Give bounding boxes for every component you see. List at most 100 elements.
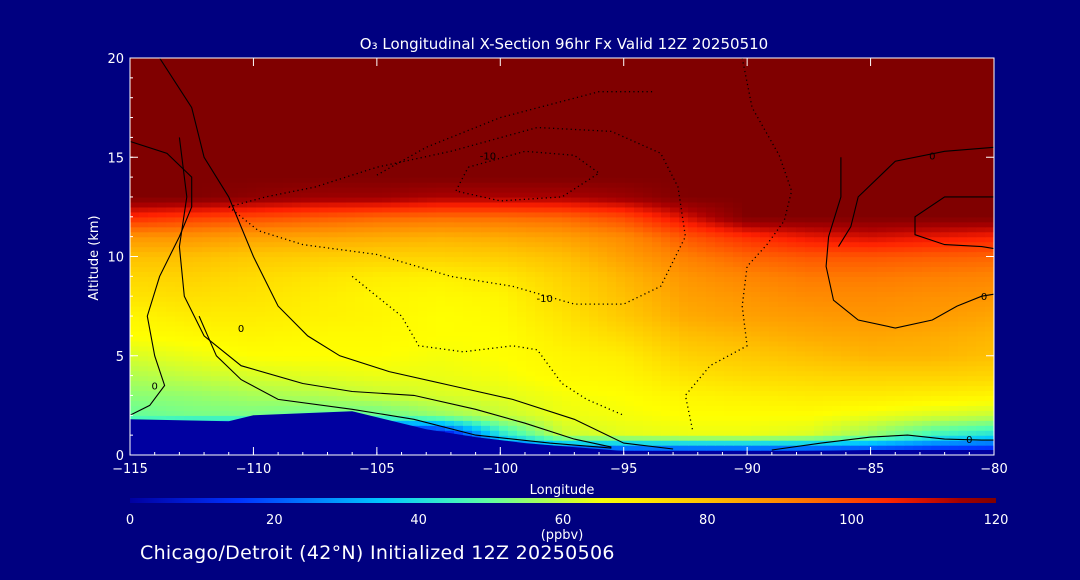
heat-cell: [886, 400, 896, 406]
heat-cell: [751, 256, 761, 263]
heat-cell: [409, 321, 419, 327]
heat-cell: [202, 271, 212, 277]
heat-cell: [193, 286, 203, 292]
heat-cell: [337, 296, 347, 302]
heat-cell: [202, 226, 212, 233]
heat-cell: [589, 216, 599, 223]
heat-cell: [256, 355, 266, 362]
heat-cell: [742, 400, 752, 406]
heat-cell: [301, 410, 311, 416]
heat-cell: [139, 360, 149, 367]
heat-cell: [832, 385, 842, 392]
heat-cell: [679, 395, 689, 402]
heat-cell: [787, 206, 797, 213]
heat-cell: [922, 251, 932, 258]
heat-cell: [913, 380, 923, 387]
heat-cell: [778, 291, 788, 297]
heat-cell: [625, 325, 635, 332]
heat-cell: [877, 281, 887, 287]
heat-cell: [715, 380, 725, 387]
heat-cell: [427, 400, 437, 406]
heat-cell: [967, 380, 977, 387]
heat-cell: [931, 400, 941, 406]
heat-cell: [931, 330, 941, 337]
heat-cell: [544, 271, 554, 277]
heat-cell: [589, 261, 599, 268]
heat-cell: [769, 400, 779, 406]
heat-cell: [679, 435, 689, 441]
heat-cell: [580, 246, 590, 253]
heat-cell: [607, 445, 617, 451]
heat-cell: [571, 251, 581, 258]
heat-cell: [940, 385, 950, 392]
heat-cell: [310, 385, 320, 392]
heat-cell: [904, 256, 914, 263]
heat-cell: [697, 216, 707, 223]
heat-cell: [256, 335, 266, 342]
heat-cell: [238, 340, 248, 347]
heat-cell: [562, 231, 572, 238]
heat-cell: [679, 291, 689, 297]
heat-cell: [238, 206, 248, 213]
heat-cell: [841, 385, 851, 392]
heat-cell: [364, 286, 374, 292]
heat-cell: [724, 335, 734, 342]
heat-cell: [661, 286, 671, 292]
heat-cell: [463, 385, 473, 392]
heat-cell: [148, 415, 158, 421]
heat-cell: [652, 216, 662, 223]
heat-cell: [859, 236, 869, 243]
heat-cell: [463, 196, 473, 203]
heat-cell: [859, 196, 869, 203]
heat-cell: [499, 296, 509, 302]
heat-cell: [454, 251, 464, 258]
heat-cell: [436, 296, 446, 302]
heat-cell: [661, 400, 671, 406]
heat-cell: [904, 206, 914, 213]
heat-cell: [400, 206, 410, 213]
heat-cell: [400, 241, 410, 248]
heat-cell: [463, 286, 473, 292]
heat-cell: [922, 375, 932, 382]
heat-cell: [895, 281, 905, 287]
heat-cell: [346, 271, 356, 277]
heat-cell: [670, 196, 680, 203]
heat-cell: [877, 340, 887, 347]
heat-cell: [931, 311, 941, 317]
heat-cell: [184, 306, 194, 312]
heat-cell: [751, 370, 761, 377]
heat-cell: [625, 321, 635, 327]
heat-cell: [211, 261, 221, 268]
heat-cell: [130, 311, 140, 317]
heat-cell: [499, 365, 509, 372]
heat-cell: [580, 360, 590, 367]
heat-cell: [211, 241, 221, 248]
heat-cell: [931, 380, 941, 387]
heat-cell: [274, 261, 284, 268]
heat-cell: [517, 311, 527, 317]
heat-cell: [580, 266, 590, 272]
heat-cell: [508, 211, 518, 218]
heat-cell: [463, 425, 473, 431]
heat-cell: [985, 360, 994, 367]
heat-cell: [319, 196, 329, 203]
heat-cell: [292, 321, 302, 327]
heat-cell: [832, 316, 842, 322]
heat-cell: [904, 211, 914, 218]
heat-cell: [760, 201, 770, 208]
heat-cell: [697, 301, 707, 307]
heat-cell: [490, 425, 500, 431]
heat-cell: [697, 226, 707, 233]
heat-cell: [229, 400, 239, 406]
heat-cell: [616, 390, 626, 397]
heat-cell: [175, 226, 185, 233]
heat-cell: [706, 291, 716, 297]
heat-cell: [913, 281, 923, 287]
heat-cell: [886, 216, 896, 223]
heat-cell: [193, 246, 203, 253]
heat-cell: [697, 365, 707, 372]
heat-cell: [391, 350, 401, 357]
heat-cell: [193, 281, 203, 287]
heat-cell: [715, 276, 725, 282]
heat-cell: [463, 256, 473, 263]
